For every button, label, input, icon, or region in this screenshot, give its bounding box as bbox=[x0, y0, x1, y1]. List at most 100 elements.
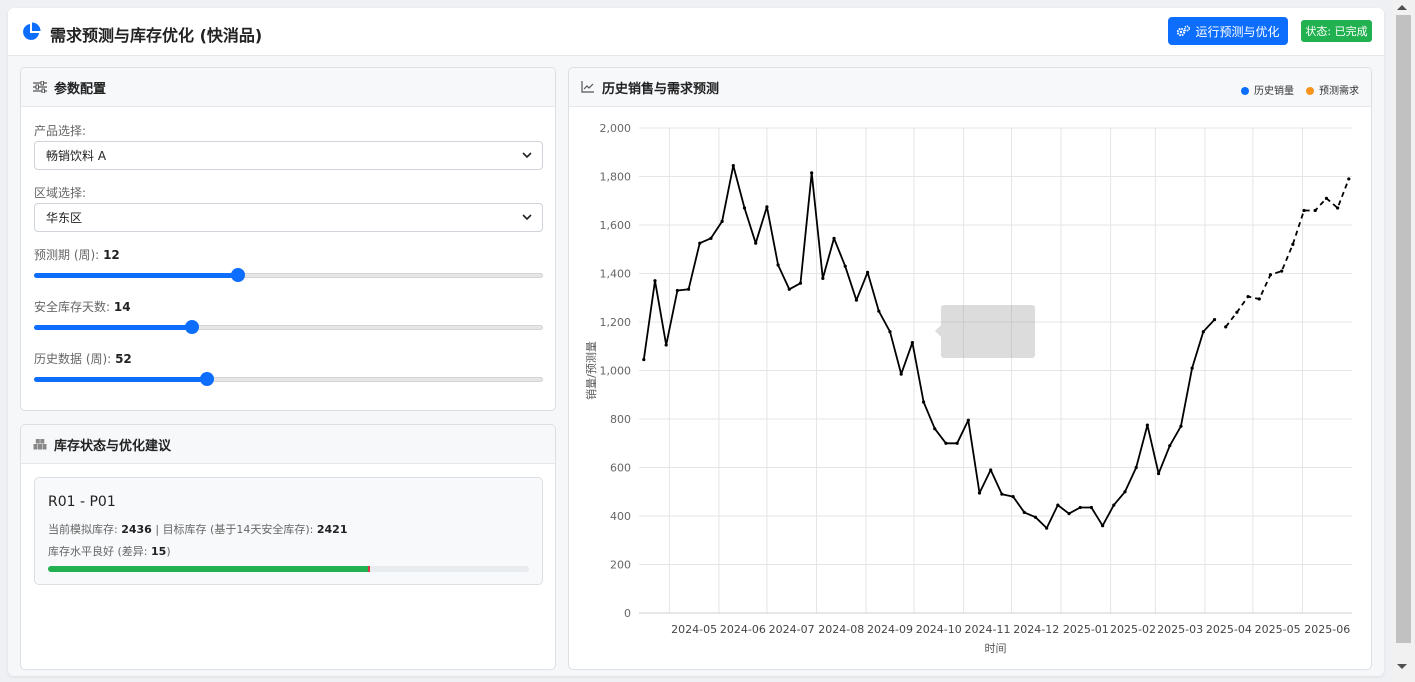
history-data-point bbox=[1134, 465, 1138, 470]
history-data-point bbox=[1000, 492, 1004, 496]
y-axis-title: 销量/预测量 bbox=[584, 341, 598, 400]
y-tick-label: 1,000 bbox=[600, 365, 632, 378]
history-data-point bbox=[742, 206, 747, 210]
forecast-data-point bbox=[1268, 273, 1273, 277]
history-data-point bbox=[698, 241, 702, 245]
history-data-point bbox=[955, 441, 959, 445]
boxes-icon bbox=[33, 439, 47, 450]
product-label: 产品选择: bbox=[34, 124, 87, 138]
history-data-point bbox=[664, 343, 668, 347]
forecast-period-label-text: 预测期 (周): bbox=[34, 248, 100, 262]
safety-stock-slider[interactable] bbox=[34, 319, 543, 335]
history-data-point bbox=[910, 341, 914, 345]
inventory-panel-title: 库存状态与优化建议 bbox=[54, 438, 172, 454]
x-tick-label: 2024-11 bbox=[965, 623, 1011, 636]
history-data-point bbox=[1212, 317, 1217, 322]
history-data-point bbox=[977, 491, 982, 495]
config-panel-title: 参数配置 bbox=[54, 81, 107, 97]
legend-item-history[interactable]: 历史销量 bbox=[1241, 82, 1294, 97]
history-weeks-label-text: 历史数据 (周): bbox=[34, 352, 112, 366]
history-weeks-value: 52 bbox=[115, 352, 132, 366]
x-tick-label: 2025-03 bbox=[1157, 623, 1203, 636]
chevron-down-icon bbox=[522, 152, 532, 159]
chevron-down-icon bbox=[522, 214, 532, 221]
forecast-data-point bbox=[1324, 196, 1329, 200]
chart-panel-header: 历史销售与需求预测 历史销量 预测需求 bbox=[569, 68, 1371, 107]
target-marker bbox=[367, 566, 370, 572]
inventory-panel: 库存状态与优化建议 R01 - P01 当前模拟库存: 2436 | 目标库存 … bbox=[20, 424, 556, 670]
forecast-data-point bbox=[1246, 294, 1250, 299]
history-data-point bbox=[653, 279, 657, 283]
tooltip-box bbox=[941, 305, 1035, 358]
history-weeks-label: 历史数据 (周): 52 bbox=[34, 350, 132, 367]
page-scrollbar[interactable] bbox=[1393, 0, 1415, 682]
y-tick-label: 1,800 bbox=[600, 171, 632, 184]
history-data-point bbox=[1033, 515, 1038, 519]
y-tick-label: 200 bbox=[610, 559, 631, 572]
history-weeks-slider[interactable] bbox=[34, 371, 543, 387]
scrollbar-thumb[interactable] bbox=[1396, 15, 1411, 643]
status-badge: 状态: 已完成 bbox=[1301, 20, 1372, 42]
history-data-point bbox=[843, 264, 847, 268]
forecast-period-label: 预测期 (周): 12 bbox=[34, 246, 120, 263]
inventory-status-close: ) bbox=[166, 545, 171, 558]
safety-stock-label-text: 安全库存天数: bbox=[34, 300, 111, 314]
history-data-point bbox=[686, 287, 691, 291]
y-tick-label: 800 bbox=[610, 413, 631, 426]
forecast-data-point bbox=[1291, 242, 1295, 246]
x-tick-label: 2024-10 bbox=[916, 623, 962, 636]
scroll-up-icon[interactable] bbox=[1397, 5, 1407, 10]
forecast-data-point bbox=[1347, 177, 1351, 181]
run-forecast-button[interactable]: 运行预测与优化 bbox=[1168, 17, 1288, 45]
x-tick-label: 2024-08 bbox=[818, 623, 864, 636]
product-select[interactable]: 畅销饮料 A bbox=[34, 141, 543, 170]
history-data-point bbox=[765, 205, 769, 209]
slider-thumb[interactable] bbox=[230, 268, 245, 282]
forecast-data-point bbox=[1280, 269, 1284, 273]
history-data-point bbox=[821, 276, 825, 280]
slider-thumb[interactable] bbox=[184, 320, 199, 334]
app-window: 需求预测与库存优化 (快消品) 运行预测与优化 状态: 已完成 参数配置 产品选… bbox=[8, 8, 1384, 676]
inventory-status: 库存水平良好 (差异: 15) bbox=[48, 543, 171, 559]
y-tick-label: 1,400 bbox=[600, 268, 632, 281]
y-tick-label: 400 bbox=[610, 510, 631, 523]
forecast-data-point bbox=[1313, 208, 1317, 213]
sliders-icon bbox=[33, 81, 47, 93]
history-data-point bbox=[1056, 503, 1060, 507]
x-tick-label: 2024-05 bbox=[671, 623, 717, 636]
inventory-levels: 当前模拟库存: 2436 | 目标库存 (基于14天安全库存): 2421 bbox=[48, 521, 347, 537]
chart-panel: 历史销售与需求预测 历史销量 预测需求 0 200 400 600 800 1,000 1,… bbox=[568, 67, 1372, 670]
target-stock-value: 2421 bbox=[316, 523, 348, 536]
pie-chart-icon bbox=[23, 22, 41, 40]
scroll-down-icon[interactable] bbox=[1397, 664, 1407, 669]
legend-item-forecast[interactable]: 预测需求 bbox=[1306, 82, 1359, 97]
region-select[interactable]: 华东区 bbox=[34, 203, 543, 232]
tooltip-arrow bbox=[935, 325, 941, 337]
x-tick-label: 2025-01 bbox=[1063, 623, 1109, 636]
forecast-data-point bbox=[1336, 206, 1340, 210]
chart-legend: 历史销量 预测需求 bbox=[1241, 82, 1359, 97]
chart-panel-title: 历史销售与需求预测 bbox=[602, 81, 720, 97]
x-tick-label: 2025-05 bbox=[1255, 623, 1301, 636]
history-data-point bbox=[709, 236, 713, 240]
legend-label-history: 历史销量 bbox=[1254, 86, 1294, 97]
history-data-point bbox=[1078, 505, 1082, 510]
y-tick-label: 2,000 bbox=[600, 122, 632, 135]
history-data-point bbox=[1168, 444, 1172, 448]
inventory-status-text: 库存水平良好 (差异: bbox=[48, 545, 148, 558]
slider-thumb[interactable] bbox=[200, 372, 215, 386]
top-bar: 需求预测与库存优化 (快消品) 运行预测与优化 状态: 已完成 bbox=[8, 8, 1384, 56]
safety-stock-value: 14 bbox=[113, 300, 131, 314]
history-data-point bbox=[1190, 366, 1194, 370]
history-data-point bbox=[1112, 503, 1116, 507]
x-tick-label: 2024-12 bbox=[1013, 623, 1059, 636]
forecast-period-slider[interactable] bbox=[34, 267, 543, 283]
legend-dot-forecast bbox=[1306, 87, 1314, 95]
inventory-code: R01 - P01 bbox=[48, 494, 116, 510]
slider-fill bbox=[34, 377, 208, 382]
sales-forecast-chart: 0 200 400 600 800 1,000 1,200 1,400 1,600 1,800 2,… bbox=[584, 122, 1352, 655]
forecast-series-line bbox=[1224, 178, 1350, 328]
history-data-point bbox=[731, 163, 735, 168]
history-data-point bbox=[1123, 490, 1127, 494]
history-series-line bbox=[642, 164, 1216, 530]
